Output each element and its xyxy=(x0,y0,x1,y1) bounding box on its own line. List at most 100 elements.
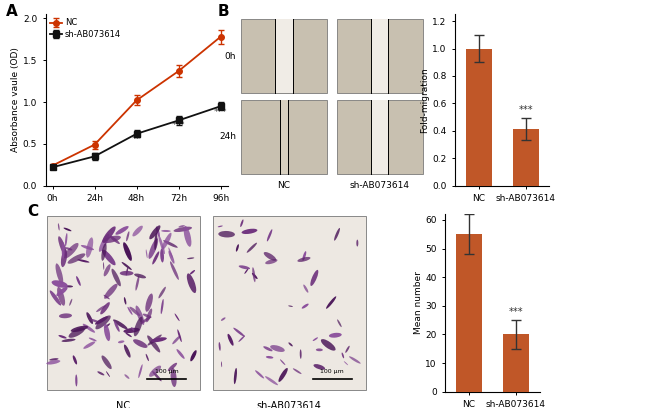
Text: NC: NC xyxy=(116,401,131,408)
Ellipse shape xyxy=(65,247,72,251)
Ellipse shape xyxy=(50,290,61,306)
Ellipse shape xyxy=(152,371,162,381)
Ellipse shape xyxy=(168,247,173,258)
Bar xyxy=(280,100,289,174)
Ellipse shape xyxy=(114,321,120,332)
Text: 24h: 24h xyxy=(219,132,237,141)
Text: A: A xyxy=(5,4,17,19)
Ellipse shape xyxy=(143,314,151,318)
Ellipse shape xyxy=(95,316,108,325)
Ellipse shape xyxy=(161,230,171,232)
Ellipse shape xyxy=(163,240,177,248)
Ellipse shape xyxy=(134,317,143,336)
Ellipse shape xyxy=(187,273,196,293)
Bar xyxy=(456,234,482,392)
Ellipse shape xyxy=(159,235,165,254)
Ellipse shape xyxy=(118,340,124,343)
Text: ***: *** xyxy=(519,105,533,115)
Ellipse shape xyxy=(244,269,248,274)
Ellipse shape xyxy=(293,368,302,374)
Y-axis label: Absorbance vaule (OD): Absorbance vaule (OD) xyxy=(11,47,20,153)
Ellipse shape xyxy=(96,305,106,312)
Ellipse shape xyxy=(101,355,112,369)
Bar xyxy=(276,20,292,93)
FancyBboxPatch shape xyxy=(241,100,327,174)
Ellipse shape xyxy=(289,342,292,346)
Ellipse shape xyxy=(112,269,121,286)
Ellipse shape xyxy=(168,363,177,371)
Ellipse shape xyxy=(57,287,68,296)
Ellipse shape xyxy=(356,239,358,246)
Ellipse shape xyxy=(349,356,361,364)
Text: 0h: 0h xyxy=(225,52,237,61)
Ellipse shape xyxy=(136,306,144,325)
Text: sh-AB073614: sh-AB073614 xyxy=(257,401,322,408)
Ellipse shape xyxy=(263,346,272,351)
Ellipse shape xyxy=(326,296,336,309)
Ellipse shape xyxy=(278,368,288,382)
Ellipse shape xyxy=(65,233,68,246)
Text: 100 μm: 100 μm xyxy=(320,369,344,374)
Bar xyxy=(465,49,491,186)
Ellipse shape xyxy=(148,238,158,259)
Ellipse shape xyxy=(148,335,162,346)
Ellipse shape xyxy=(58,223,60,231)
Ellipse shape xyxy=(264,252,276,261)
Ellipse shape xyxy=(68,253,85,264)
Ellipse shape xyxy=(310,270,318,286)
Ellipse shape xyxy=(149,366,161,377)
Ellipse shape xyxy=(247,243,257,253)
Ellipse shape xyxy=(61,249,67,267)
Ellipse shape xyxy=(159,287,166,298)
Ellipse shape xyxy=(89,319,100,323)
Ellipse shape xyxy=(146,308,152,322)
Ellipse shape xyxy=(187,257,194,259)
Ellipse shape xyxy=(58,236,67,257)
Ellipse shape xyxy=(304,284,308,293)
Text: ***: *** xyxy=(172,121,185,130)
Ellipse shape xyxy=(83,341,95,349)
Ellipse shape xyxy=(161,299,164,314)
Ellipse shape xyxy=(172,336,180,344)
Ellipse shape xyxy=(242,229,257,234)
Ellipse shape xyxy=(101,243,107,261)
Bar xyxy=(371,100,388,174)
Ellipse shape xyxy=(162,233,172,250)
Ellipse shape xyxy=(64,228,72,231)
Ellipse shape xyxy=(280,359,285,365)
Ellipse shape xyxy=(109,235,120,244)
Ellipse shape xyxy=(227,334,233,346)
Legend: NC, sh-AB073614: NC, sh-AB073614 xyxy=(49,18,121,39)
Ellipse shape xyxy=(190,350,197,361)
Ellipse shape xyxy=(184,226,191,247)
Ellipse shape xyxy=(170,368,177,387)
Ellipse shape xyxy=(239,335,245,342)
Ellipse shape xyxy=(329,333,342,338)
Ellipse shape xyxy=(66,285,73,288)
Text: NC: NC xyxy=(278,181,291,191)
Ellipse shape xyxy=(218,226,223,227)
Y-axis label: Fold-migration: Fold-migration xyxy=(421,67,430,133)
Ellipse shape xyxy=(100,302,110,315)
Ellipse shape xyxy=(321,339,335,350)
Ellipse shape xyxy=(316,348,323,351)
Ellipse shape xyxy=(234,368,237,384)
Ellipse shape xyxy=(240,220,244,227)
Ellipse shape xyxy=(51,280,68,288)
Bar xyxy=(371,20,388,93)
Ellipse shape xyxy=(300,349,302,359)
Ellipse shape xyxy=(345,346,350,353)
Text: sh-AB073614: sh-AB073614 xyxy=(350,181,410,191)
Text: B: B xyxy=(218,4,229,19)
Ellipse shape xyxy=(99,234,109,252)
Ellipse shape xyxy=(255,370,264,379)
Ellipse shape xyxy=(46,360,60,364)
Ellipse shape xyxy=(221,317,226,321)
Ellipse shape xyxy=(105,323,110,328)
Ellipse shape xyxy=(86,312,93,324)
Ellipse shape xyxy=(83,324,95,333)
Ellipse shape xyxy=(168,251,174,264)
Text: ***: *** xyxy=(508,307,523,317)
Ellipse shape xyxy=(252,273,257,279)
Ellipse shape xyxy=(179,225,185,228)
